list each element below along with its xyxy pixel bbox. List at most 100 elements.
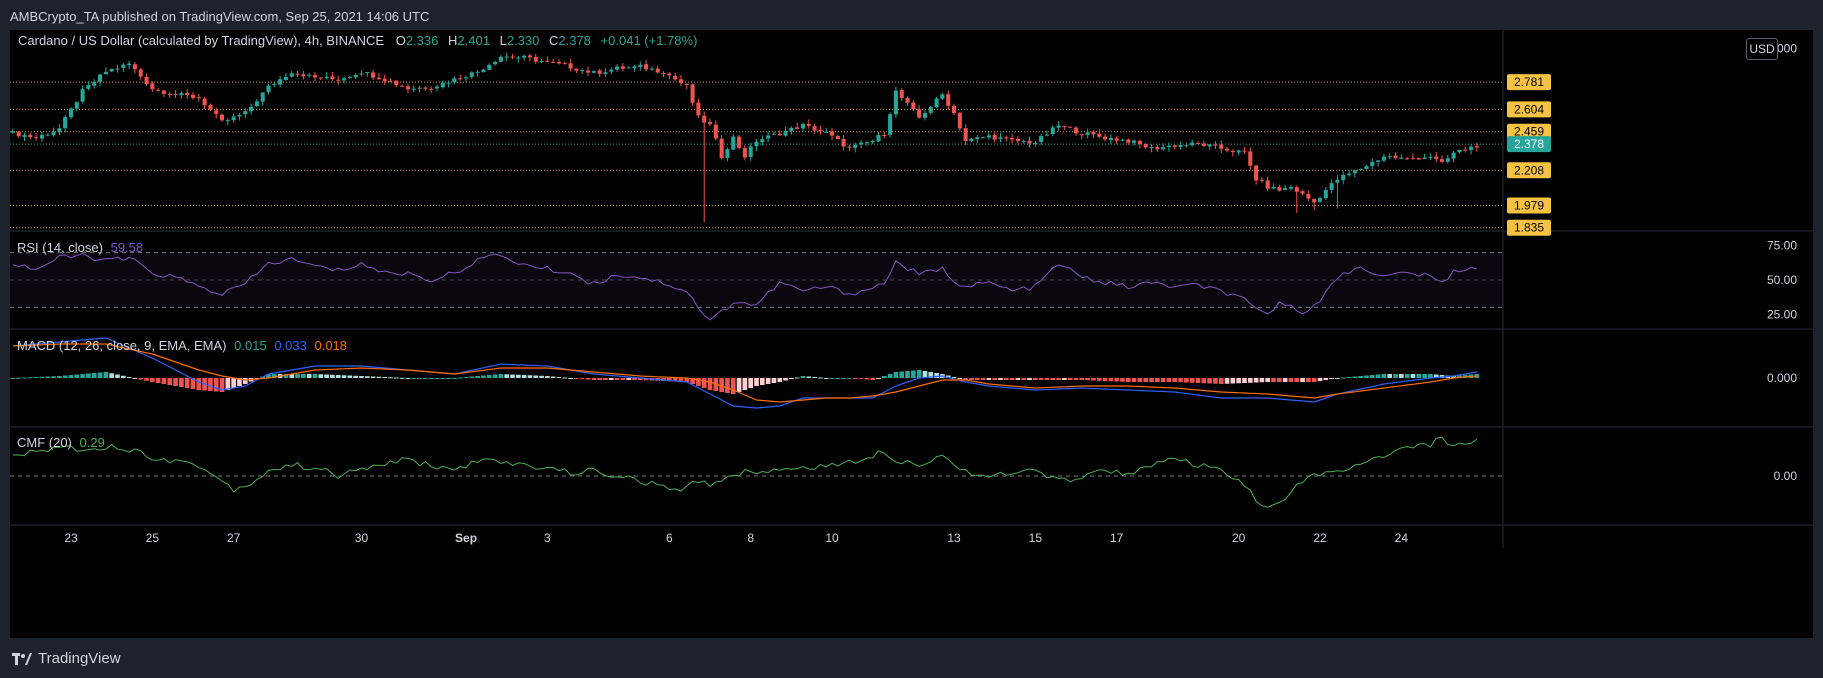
candle-body xyxy=(714,125,718,139)
candle-body xyxy=(865,142,869,143)
macd-hist-bar xyxy=(470,377,475,379)
time-tick-label: 15 xyxy=(1029,531,1043,545)
candle-body xyxy=(377,78,381,80)
candle-body xyxy=(75,102,79,108)
candle-body xyxy=(394,81,398,86)
candle-body xyxy=(766,135,770,138)
macd-hist-bar xyxy=(40,377,45,378)
macd-hist-bar xyxy=(580,378,585,379)
macd-hist-bar xyxy=(98,373,103,379)
candle-body xyxy=(598,70,602,74)
candle-body xyxy=(197,97,201,98)
candle-body xyxy=(516,58,520,59)
candle-body xyxy=(725,149,729,158)
macd-hist-bar xyxy=(568,378,573,379)
macd-hist-bar xyxy=(388,377,393,378)
candle-body xyxy=(691,84,695,102)
candle-body xyxy=(917,109,921,117)
macd-hist-bar xyxy=(475,376,480,378)
candle-body xyxy=(609,70,613,72)
macd-hist-bar xyxy=(162,378,167,384)
level-badge-label: 1.979 xyxy=(1514,199,1544,213)
candle-body xyxy=(1242,151,1246,152)
macd-hist-bar xyxy=(382,377,387,378)
chart-canvas[interactable]: 3.0002.7812.6042.4592.2081.9791.8352.378… xyxy=(10,30,1813,638)
candle-body xyxy=(1219,145,1223,149)
macd-hist-bar xyxy=(1405,374,1410,378)
macd-hist-bar xyxy=(1039,378,1044,380)
macd-hist-bar xyxy=(592,378,597,380)
candle-body xyxy=(150,83,154,89)
candle-body xyxy=(1376,160,1380,161)
macd-hist-bar xyxy=(917,370,922,378)
candle-body xyxy=(1161,147,1165,149)
macd-hist-bar xyxy=(1213,378,1218,384)
macd-hist-bar xyxy=(545,376,550,378)
macd-hist-bar xyxy=(1312,378,1317,382)
candle-body xyxy=(115,69,119,70)
currency-button[interactable]: USD xyxy=(1746,38,1778,60)
candle-body xyxy=(57,128,61,131)
candle-body xyxy=(406,86,410,89)
chart-area[interactable]: 3.000 2.781 2.604 2.459 2.208 1.979 1.835 2.378… xyxy=(10,30,1813,638)
macd-hist-bar xyxy=(138,378,143,380)
macd-hist-bar xyxy=(150,378,155,382)
macd-hist-bar xyxy=(516,375,521,378)
candle-body xyxy=(11,131,15,133)
high-value: 2.401 xyxy=(457,33,490,48)
candle-body xyxy=(1248,151,1252,165)
candle-body xyxy=(1144,144,1148,147)
candle-body xyxy=(342,78,346,80)
rsi-legend: RSI (14, close) 59.58 xyxy=(17,240,143,255)
cmf-line xyxy=(13,437,1477,507)
close-label: C xyxy=(549,33,558,48)
candle-body xyxy=(179,93,183,95)
candle-body xyxy=(481,70,485,73)
candle-body xyxy=(1173,145,1177,147)
candle-body xyxy=(284,77,288,80)
macd-hist-bar xyxy=(400,378,405,379)
macd-hist-bar xyxy=(1347,377,1352,378)
macd-hist-bar xyxy=(772,378,777,383)
candle-body xyxy=(1475,146,1479,147)
macd-hist-bar xyxy=(1416,374,1421,378)
candle-body xyxy=(1347,174,1351,176)
macd-hist-bar xyxy=(574,378,579,379)
macd-hist-bar xyxy=(446,378,451,379)
candle-body xyxy=(441,83,445,88)
low-value: 2.330 xyxy=(507,33,540,48)
macd-hist-bar xyxy=(318,374,323,378)
macd-hist-bar xyxy=(1178,378,1183,382)
candle-body xyxy=(92,82,96,86)
candle-body xyxy=(1004,137,1008,138)
candle-body xyxy=(1010,138,1014,140)
candle-body xyxy=(191,95,195,98)
time-tick-label: 22 xyxy=(1313,531,1327,545)
candle-body xyxy=(1330,183,1334,190)
candle-body xyxy=(563,63,567,64)
macd-hist-bar xyxy=(214,378,219,392)
candle-body xyxy=(801,124,805,129)
macd-hist-bar xyxy=(115,375,120,379)
macd-hist-bar xyxy=(1329,378,1334,379)
candle-body xyxy=(673,76,677,80)
macd-hist-bar xyxy=(1207,378,1212,384)
candle-body xyxy=(452,78,456,82)
candle-body xyxy=(894,91,898,115)
macd-hist-bar xyxy=(847,378,852,379)
macd-hist-bar xyxy=(301,374,306,378)
publisher-bar: AMBCrypto_TA published on TradingView.co… xyxy=(0,0,1823,28)
tradingview-logo[interactable]: TradingView xyxy=(12,650,121,667)
macd-hist-bar xyxy=(104,372,109,378)
macd-hist-bar xyxy=(621,378,626,380)
macd-hist-bar xyxy=(1364,376,1369,379)
candle-body xyxy=(958,113,962,129)
candle-body xyxy=(1283,188,1287,190)
candle-body xyxy=(1434,156,1438,158)
candle-body xyxy=(1254,166,1258,181)
candle-body xyxy=(569,63,573,68)
candle-body xyxy=(940,94,944,98)
candle-body xyxy=(534,57,538,62)
candle-body xyxy=(499,57,503,62)
macd-tick-label: 0.000 xyxy=(1767,371,1797,385)
